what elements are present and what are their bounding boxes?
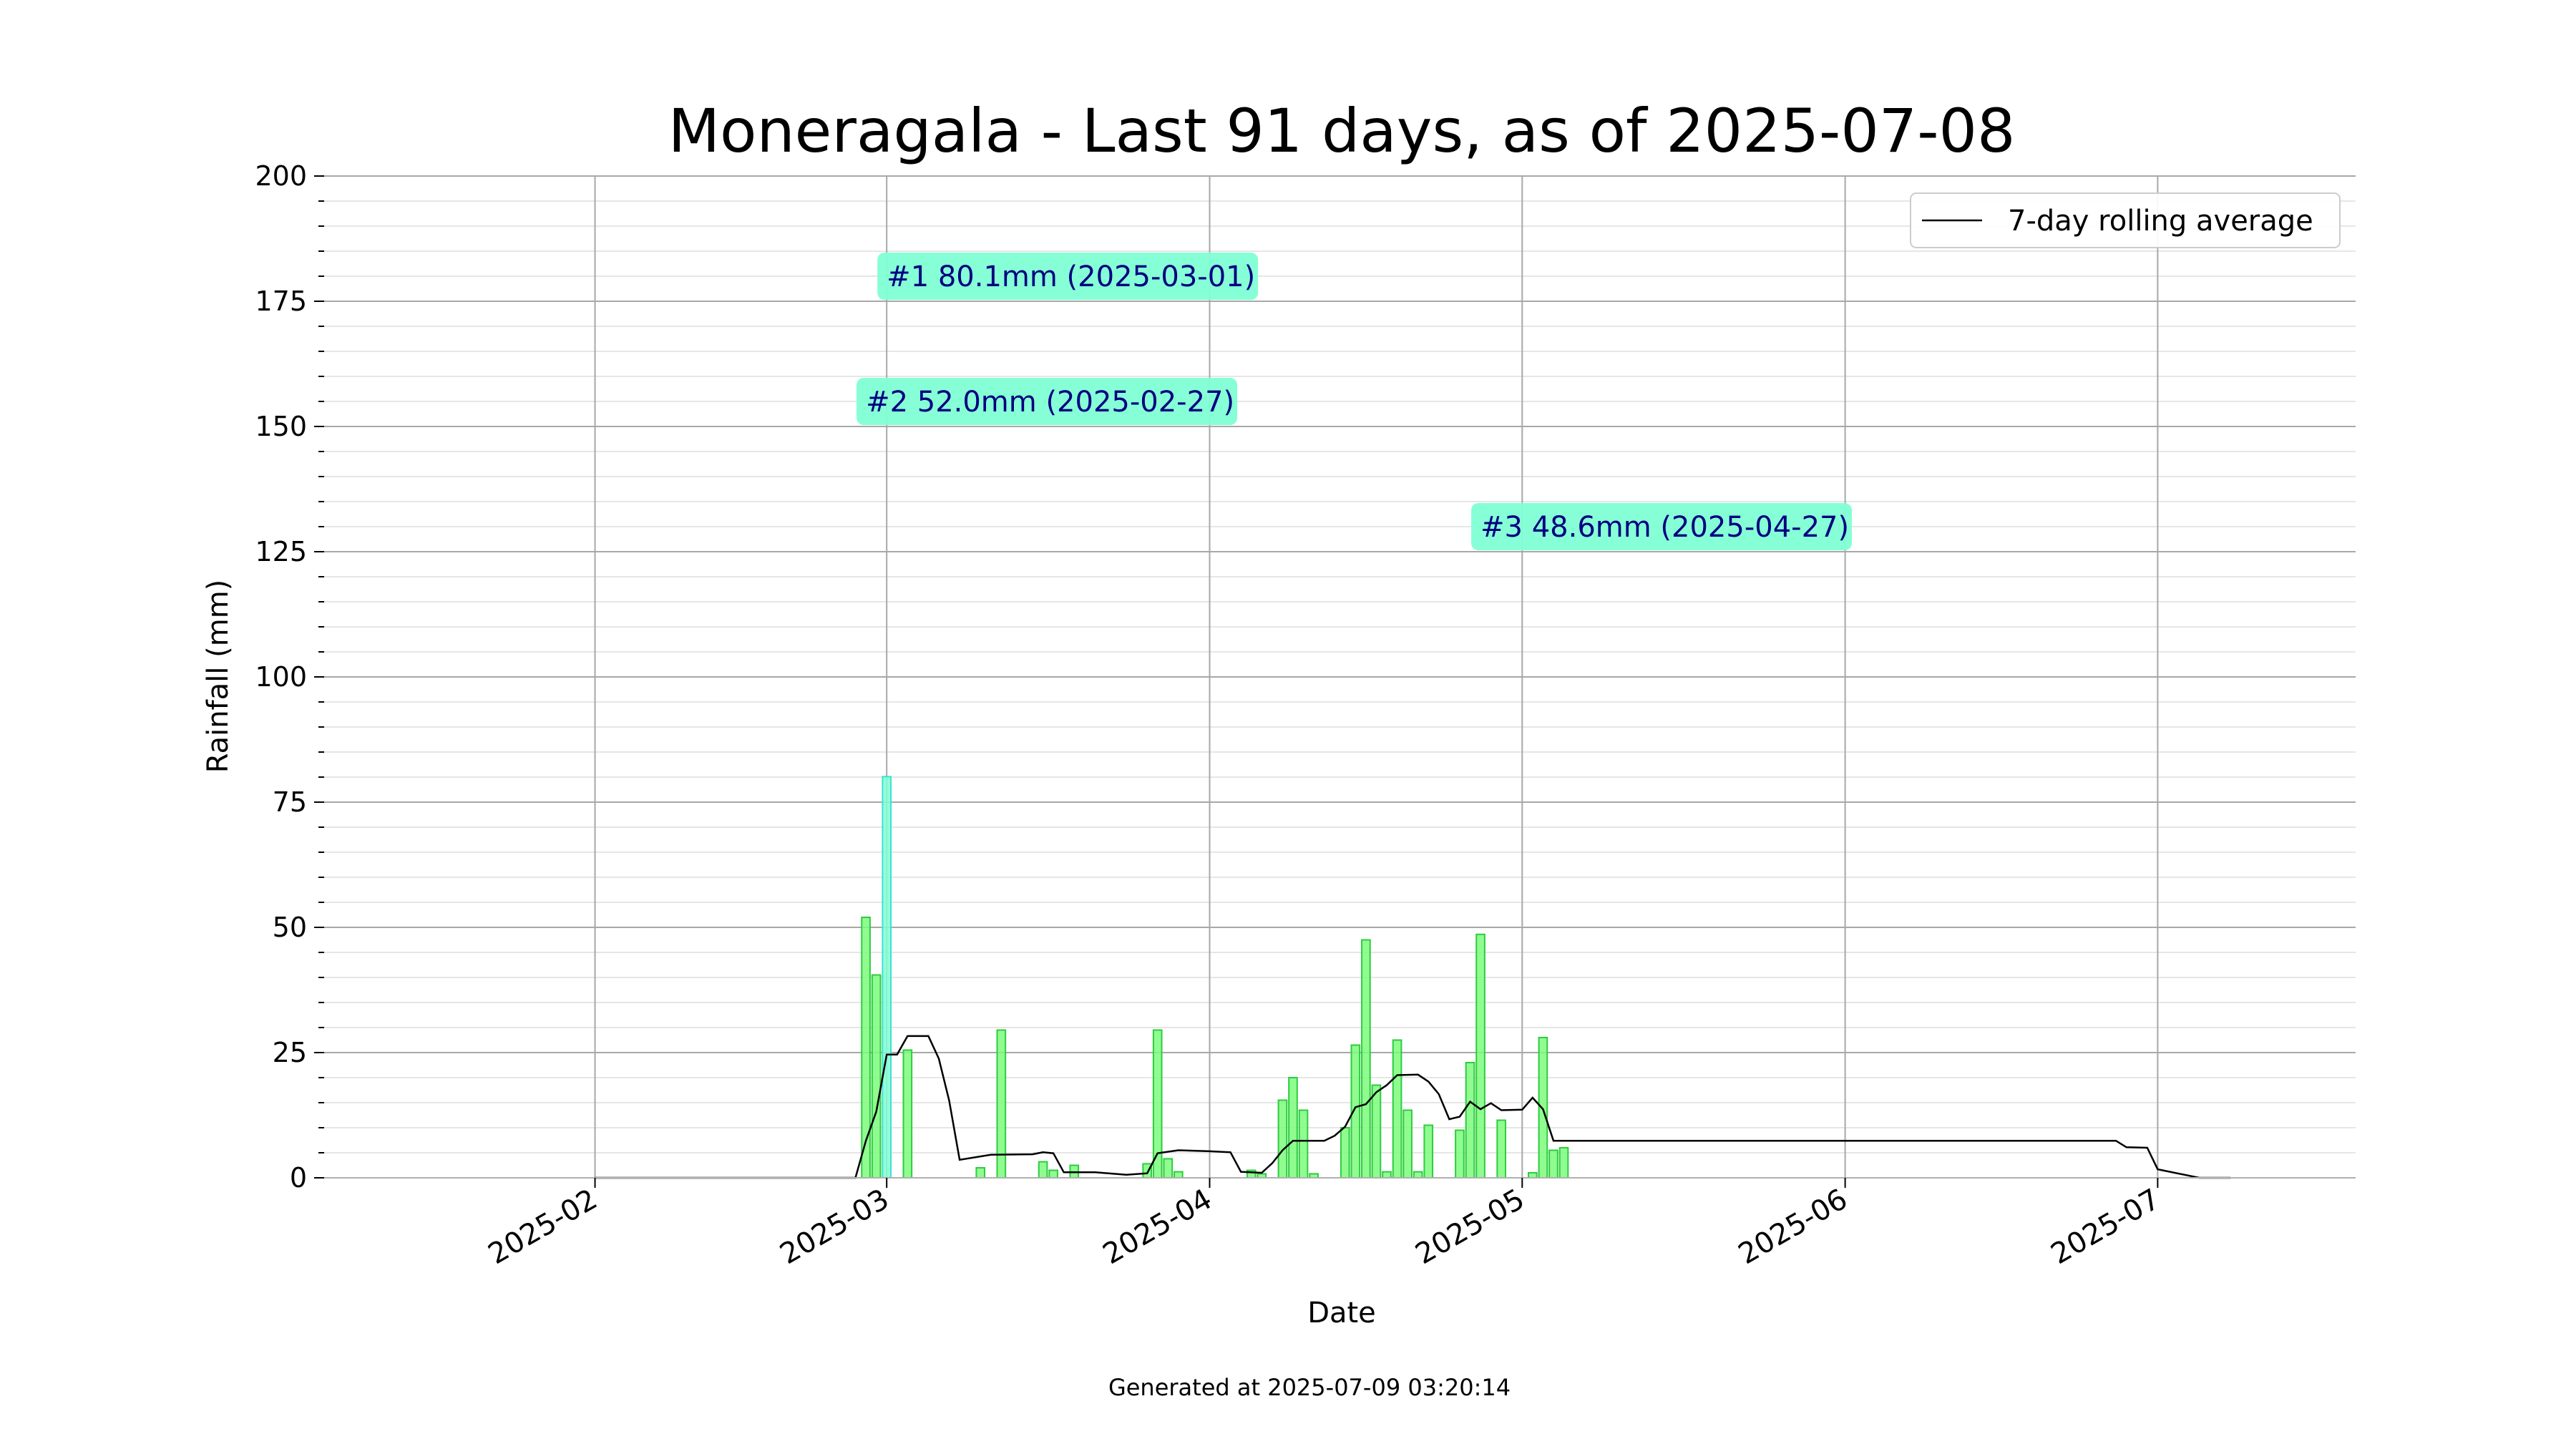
grid: [324, 175, 2356, 1179]
rainfall-bar: [1152, 1029, 1163, 1179]
rainfall-bar: [1413, 1171, 1423, 1179]
annotation-text: #1 80.1mm (2025-03-01): [887, 260, 1255, 293]
rainfall-bar: [882, 776, 892, 1179]
rainfall-bar: [1340, 1127, 1350, 1179]
rainfall-bar: [1163, 1158, 1174, 1179]
rainfall-bar: [1548, 1149, 1558, 1179]
y-tick-label: 25: [273, 1037, 307, 1068]
y-tick-label: 100: [255, 661, 307, 693]
rainfall-bar: [1558, 1147, 1569, 1179]
annotation-box: [1471, 503, 1853, 550]
rainfall-bar: [1423, 1124, 1434, 1179]
rainfall-bar: [1038, 1161, 1048, 1179]
rainfall-bar: [1402, 1109, 1413, 1179]
x-tick-label: 2025-02: [483, 1183, 603, 1271]
rainfall-bar: [902, 1049, 913, 1179]
annotation-text: #3 48.6mm (2025-04-27): [1480, 511, 1849, 544]
rainfall-bar: [1361, 939, 1371, 1179]
rainfall-bar: [1455, 1129, 1465, 1179]
rainfall-bar: [1528, 1172, 1538, 1179]
rainfall-bar: [1382, 1171, 1392, 1179]
legend-label: 7-day rolling average: [2008, 205, 2313, 238]
rainfall-bar: [1496, 1119, 1506, 1179]
x-tick-label: 2025-03: [774, 1183, 894, 1271]
rainfall-bar: [1048, 1169, 1058, 1179]
rainfall-bar: [1298, 1109, 1309, 1179]
y-tick-label: 0: [290, 1162, 307, 1194]
rolling-average-line: [595, 1035, 2231, 1179]
annotation-box: [877, 253, 1259, 300]
rainfall-bar: [975, 1167, 986, 1179]
y-tick-label: 200: [255, 160, 307, 192]
y-tick-label: 175: [255, 286, 307, 317]
annotation-label: #3 48.6mm (2025-04-27): [1471, 503, 1853, 550]
rainfall-bar: [1392, 1039, 1402, 1179]
y-tick-label: 125: [255, 536, 307, 567]
x-tick-label: 2025-04: [1098, 1183, 1218, 1271]
x-axis-label: Date: [1307, 1297, 1376, 1330]
rainfall-bar: [1538, 1037, 1548, 1179]
annotation-label: #1 80.1mm (2025-03-01): [877, 253, 1259, 300]
y-tick-label: 50: [273, 912, 307, 943]
annotation-label: #2 52.0mm (2025-02-27): [857, 378, 1238, 425]
y-tick-label: 75: [273, 786, 307, 818]
x-tick-label: 2025-06: [1733, 1183, 1853, 1271]
rolling-average-polyline: [595, 1035, 2231, 1179]
rainfall-bar: [1475, 933, 1485, 1179]
rainfall-bar: [1288, 1077, 1298, 1179]
legend: 7-day rolling average: [1910, 192, 2341, 248]
chart-title: Moneragala - Last 91 days, as of 2025-07…: [668, 96, 2016, 166]
legend-box: [1910, 192, 2341, 248]
rainfall-bar: [1371, 1084, 1382, 1179]
rainfall-bar: [1174, 1171, 1184, 1179]
annotations: #1 80.1mm (2025-03-01) #2 52.0mm (2025-02…: [857, 253, 1853, 550]
rainfall-bar: [1465, 1062, 1475, 1179]
rainfall-bar: [1277, 1099, 1288, 1179]
annotation-box: [857, 378, 1238, 425]
x-tick-label: 2025-07: [2046, 1183, 2166, 1271]
rainfall-bar: [871, 974, 882, 1179]
x-tick-label: 2025-05: [1410, 1183, 1531, 1271]
rainfall-bar: [996, 1029, 1007, 1179]
generated-at-text: Generated at 2025-07-09 03:20:14: [1108, 1374, 1511, 1401]
y-tick-label: 150: [255, 411, 307, 442]
y-axis-label: Rainfall (mm): [202, 580, 235, 774]
annotation-text: #2 52.0mm (2025-02-27): [866, 386, 1234, 419]
